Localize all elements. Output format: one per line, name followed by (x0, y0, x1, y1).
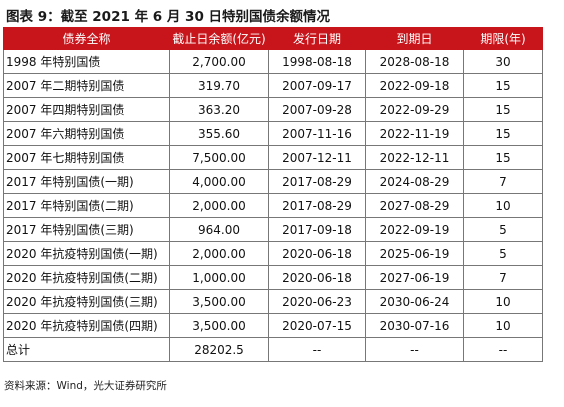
bond-name-cell: 2020 年抗疫特别国债(一期) (3, 241, 170, 266)
table-row: 2020 年抗疫特别国债(三期) 3,500.00 2020-06-23 2030-0… (3, 289, 543, 314)
table-row: 2017 年特别国债(一期) 4,000.00 2017-08-29 2024-08-… (3, 169, 543, 194)
issue-date-cell: 2017-09-18 (268, 217, 366, 242)
issue-date-cell: 2007-12-11 (268, 145, 366, 170)
term-cell: 5 (463, 241, 543, 266)
bond-name-cell: 1998 年特别国债 (3, 49, 170, 74)
bond-name-cell: 2007 年六期特别国债 (3, 121, 170, 146)
maturity-date-cell: 2027-08-29 (365, 193, 464, 218)
issue-date-cell: 1998-08-18 (268, 49, 366, 74)
balance-cell: 1,000.00 (169, 265, 269, 290)
issue-date-cell: 2007-09-28 (268, 97, 366, 122)
table-row: 2020 年抗疫特别国债(二期) 1,000.00 2020-06-18 2027-0… (3, 265, 543, 290)
table-row: 2007 年二期特别国债 319.70 2007-09-17 2022-09-18 15 (3, 73, 543, 98)
table-total-row: 总计 28202.5 -- -- -- (3, 337, 543, 362)
balance-cell: 319.70 (169, 73, 269, 98)
term-cell: 7 (463, 169, 543, 194)
table-row: 2020 年抗疫特别国债(四期) 3,500.00 2020-07-15 2030-0… (3, 313, 543, 338)
bond-table-container: 债券全称 截止日余额(亿元) 发行日期 到期日 期限(年) 1998 年特别国债… (3, 27, 543, 362)
issue-date-cell: 2020-06-18 (268, 241, 366, 266)
table-row: 2017 年特别国债(三期) 964.00 2017-09-18 2022-09-19… (3, 217, 543, 242)
maturity-date-cell: 2028-08-18 (365, 49, 464, 74)
term-cell: 10 (463, 289, 543, 314)
bond-name-cell: 总计 (3, 337, 170, 362)
term-cell: 15 (463, 121, 543, 146)
term-cell: 10 (463, 313, 543, 338)
issue-date-cell: 2020-07-15 (268, 313, 366, 338)
maturity-date-cell: 2025-06-19 (365, 241, 464, 266)
term-cell: 15 (463, 97, 543, 122)
balance-cell: 3,500.00 (169, 289, 269, 314)
maturity-date-cell: 2022-11-19 (365, 121, 464, 146)
maturity-date-cell: 2024-08-29 (365, 169, 464, 194)
term-cell: 7 (463, 265, 543, 290)
table-row: 1998 年特别国债 2,700.00 1998-08-18 2028-08-18 30 (3, 49, 543, 74)
table-row: 2020 年抗疫特别国债(一期) 2,000.00 2020-06-18 2025-0… (3, 241, 543, 266)
column-header-term: 期限(年) (463, 27, 543, 50)
maturity-date-cell: 2030-07-16 (365, 313, 464, 338)
maturity-date-cell: 2022-09-29 (365, 97, 464, 122)
table-row: 2007 年四期特别国债 363.20 2007-09-28 2022-09-29 15 (3, 97, 543, 122)
term-cell: 15 (463, 145, 543, 170)
term-cell: -- (463, 337, 543, 362)
bond-name-cell: 2020 年抗疫特别国债(三期) (3, 289, 170, 314)
bond-name-cell: 2020 年抗疫特别国债(二期) (3, 265, 170, 290)
issue-date-cell: 2020-06-18 (268, 265, 366, 290)
page-title: 图表 9：截至 2021 年 6 月 30 日特别国债余额情况 (6, 9, 331, 25)
issue-date-cell: 2017-08-29 (268, 169, 366, 194)
issue-date-cell: 2007-09-17 (268, 73, 366, 98)
bond-name-cell: 2007 年二期特别国债 (3, 73, 170, 98)
column-header-bond-name: 债券全称 (3, 27, 170, 50)
term-cell: 30 (463, 49, 543, 74)
balance-cell: 28202.5 (169, 337, 269, 362)
bond-name-cell: 2017 年特别国债(三期) (3, 217, 170, 242)
balance-cell: 7,500.00 (169, 145, 269, 170)
table-row: 2007 年七期特别国债 7,500.00 2007-12-11 2022-12-11… (3, 145, 543, 170)
bond-name-cell: 2017 年特别国债(二期) (3, 193, 170, 218)
maturity-date-cell: -- (365, 337, 464, 362)
maturity-date-cell: 2022-12-11 (365, 145, 464, 170)
bond-name-cell: 2020 年抗疫特别国债(四期) (3, 313, 170, 338)
special-treasury-bond-table: 债券全称 截止日余额(亿元) 发行日期 到期日 期限(年) 1998 年特别国债… (3, 27, 543, 362)
maturity-date-cell: 2022-09-19 (365, 217, 464, 242)
issue-date-cell: 2017-08-29 (268, 193, 366, 218)
term-cell: 10 (463, 193, 543, 218)
balance-cell: 363.20 (169, 97, 269, 122)
maturity-date-cell: 2030-06-24 (365, 289, 464, 314)
bond-name-cell: 2017 年特别国债(一期) (3, 169, 170, 194)
bond-name-cell: 2007 年四期特别国债 (3, 97, 170, 122)
balance-cell: 3,500.00 (169, 313, 269, 338)
maturity-date-cell: 2022-09-18 (365, 73, 464, 98)
balance-cell: 964.00 (169, 217, 269, 242)
balance-cell: 2,700.00 (169, 49, 269, 74)
balance-cell: 2,000.00 (169, 241, 269, 266)
bond-name-cell: 2007 年七期特别国债 (3, 145, 170, 170)
table-row: 2007 年六期特别国债 355.60 2007-11-16 2022-11-19 15 (3, 121, 543, 146)
term-cell: 15 (463, 73, 543, 98)
source-note: 资料来源：Wind，光大证券研究所 (4, 380, 167, 392)
table-header-row: 债券全称 截止日余额(亿元) 发行日期 到期日 期限(年) (3, 27, 543, 50)
column-header-balance: 截止日余额(亿元) (169, 27, 269, 50)
issue-date-cell: 2007-11-16 (268, 121, 366, 146)
term-cell: 5 (463, 217, 543, 242)
balance-cell: 4,000.00 (169, 169, 269, 194)
issue-date-cell: 2020-06-23 (268, 289, 366, 314)
column-header-issue-date: 发行日期 (268, 27, 366, 50)
balance-cell: 355.60 (169, 121, 269, 146)
table-body: 1998 年特别国债 2,700.00 1998-08-18 2028-08-18 30… (3, 49, 543, 362)
balance-cell: 2,000.00 (169, 193, 269, 218)
issue-date-cell: -- (268, 337, 366, 362)
column-header-maturity-date: 到期日 (365, 27, 464, 50)
table-row: 2017 年特别国债(二期) 2,000.00 2017-08-29 2027-08-… (3, 193, 543, 218)
maturity-date-cell: 2027-06-19 (365, 265, 464, 290)
